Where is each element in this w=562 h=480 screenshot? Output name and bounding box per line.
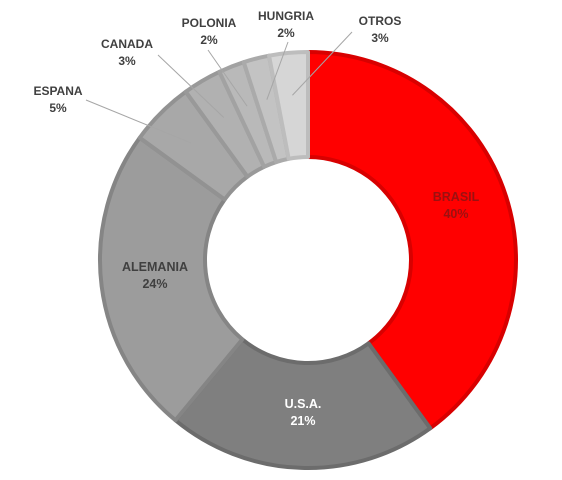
slice-label-u-s-a: U.S.A. <box>285 397 322 411</box>
slice-value-polonia: 2% <box>200 33 218 47</box>
slice-alemania <box>98 135 245 423</box>
slice-label-brasil: BRASIL <box>433 190 480 204</box>
slice-value-brasil: 40% <box>443 207 468 221</box>
slice-value-espana: 5% <box>49 101 67 115</box>
slice-label-espana: ESPANA <box>33 84 82 98</box>
leader-line-hungria <box>266 41 289 100</box>
slice-value-canada: 3% <box>118 54 136 68</box>
leader-line-espana <box>85 99 192 144</box>
slice-brasil <box>306 50 518 431</box>
slice-otros <box>267 50 310 161</box>
leader-lines <box>85 31 353 144</box>
slice-label-polonia: POLONIA <box>182 16 237 30</box>
leader-line-polonia <box>207 49 248 107</box>
slice-labels: BRASIL 40% U.S.A. 21% ALEMANIA 24% ESPANA 5% CAN… <box>33 9 479 428</box>
leader-line-canada <box>157 54 225 118</box>
slice-value-hungria: 2% <box>277 26 295 40</box>
slice-u-s-a <box>173 337 433 470</box>
donut-slices <box>98 50 518 470</box>
slice-value-otros: 3% <box>371 31 389 45</box>
leader-line-otros <box>292 31 353 96</box>
slice-label-hungria: HUNGRIA <box>258 9 314 23</box>
slice-label-alemania: ALEMANIA <box>122 260 188 274</box>
slice-value-alemania: 24% <box>142 277 167 291</box>
slice-label-canada: CANADA <box>101 37 153 51</box>
slice-label-otros: OTROS <box>359 14 402 28</box>
slice-value-u-s-a: 21% <box>290 414 315 428</box>
